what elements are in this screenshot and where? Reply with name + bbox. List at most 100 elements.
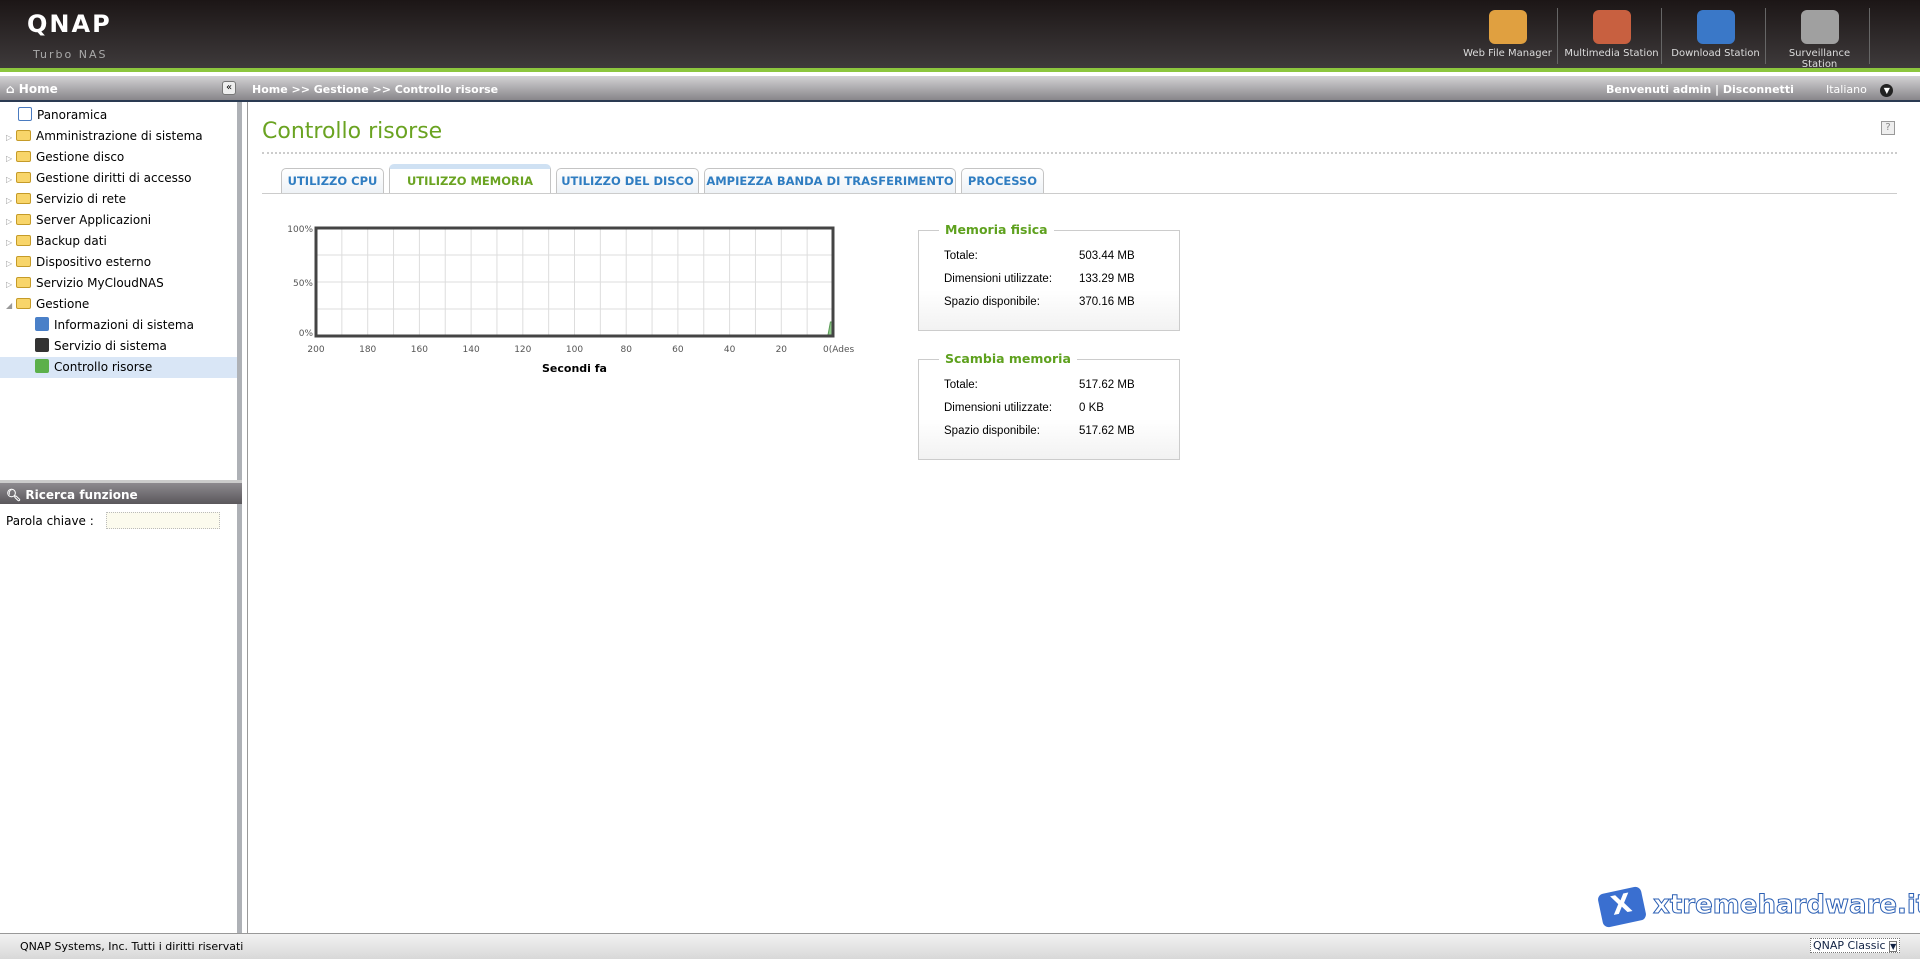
stat-row: Totale: 503.44 MB <box>944 250 1135 262</box>
folder-icon <box>16 172 31 183</box>
collapsed-arrow-icon[interactable]: ▷ <box>6 238 13 247</box>
folder-icon <box>16 214 31 225</box>
swap-memory-panel: Scambia memoria Totale: 517.62 MB Dimension… <box>918 351 1180 460</box>
sidebar-item-backup-dati[interactable]: ▷ Backup dati <box>6 231 238 252</box>
folder-icon <box>16 130 31 141</box>
media-clapper-icon <box>1592 10 1631 44</box>
x-axis-label: Secondi fa <box>542 362 607 375</box>
collapsed-arrow-icon[interactable]: ▷ <box>6 259 13 268</box>
x-tick-label: 200 <box>307 345 324 355</box>
title-divider <box>262 152 1897 154</box>
tab-utilizzo-memoria[interactable]: UTILIZZO MEMORIA <box>389 164 551 193</box>
logout-link[interactable]: Disconnetti <box>1722 83 1794 96</box>
subheader-bar: ⌂ Home « Home >> Gestione >> Controllo r… <box>0 76 1920 102</box>
collapsed-arrow-icon[interactable]: ▷ <box>6 196 13 205</box>
app-download-station[interactable]: Download Station <box>1666 8 1766 64</box>
stat-value: 517.62 MB <box>1079 425 1135 437</box>
y-tick-label: 50% <box>293 279 313 289</box>
x-tick-label: 20 <box>776 345 788 355</box>
stat-label: Dimensioni utilizzate: <box>944 402 1053 414</box>
folder-icon <box>16 277 31 288</box>
help-icon[interactable]: ? <box>1881 121 1895 135</box>
x-tick-label: 40 <box>724 345 736 355</box>
chevron-down-icon: ▼ <box>1889 941 1898 952</box>
page-title: Controllo risorse <box>262 119 443 144</box>
breadcrumb: Home >> Gestione >> Controllo risorse <box>252 83 499 96</box>
sidebar-item-dispositivo-esterno[interactable]: ▷ Dispositivo esterno <box>6 252 238 273</box>
stat-label: Totale: <box>944 250 978 262</box>
theme-select[interactable]: QNAP Classic ▼ <box>1810 938 1901 953</box>
stat-value: 503.44 MB <box>1079 250 1135 262</box>
folder-icon <box>16 298 31 309</box>
sidebar-item-panoramica[interactable]: Panoramica <box>6 105 238 126</box>
collapsed-arrow-icon[interactable]: ▷ <box>6 133 13 142</box>
tab-divider <box>262 193 1897 194</box>
stat-label: Spazio disponibile: <box>944 296 1040 308</box>
tab-utilizzo-cpu[interactable]: UTILIZZO CPU <box>281 168 384 193</box>
camera-dome-icon <box>1800 10 1839 44</box>
stat-row: Spazio disponibile: 370.16 MB <box>944 296 1135 308</box>
sidebar-item-amministrazione-di-sistema[interactable]: ▷ Amministrazione di sistema <box>6 126 238 147</box>
search-panel-header: 🔍︎ Ricerca funzione <box>0 480 242 504</box>
expanded-arrow-icon[interactable]: ◢ <box>6 301 13 310</box>
folder-magnifier-icon <box>1488 10 1527 44</box>
sidebar-item-server-applicazioni[interactable]: ▷ Server Applicazioni <box>6 210 238 231</box>
app-multimedia-station[interactable]: Multimedia Station <box>1562 8 1662 64</box>
keyword-input[interactable] <box>106 512 220 529</box>
sidebar-item-gestione-disco[interactable]: ▷ Gestione disco <box>6 147 238 168</box>
search-icon: 🔍︎ <box>6 488 26 502</box>
stat-value: 133.29 MB <box>1079 273 1135 285</box>
sidebar-item-controllo-risorse[interactable]: Controllo risorse <box>0 357 237 378</box>
collapsed-arrow-icon[interactable]: ▷ <box>6 280 13 289</box>
folder-icon <box>16 256 31 267</box>
stat-row: Dimensioni utilizzate: 0 KB <box>944 402 1104 414</box>
system-service-icon <box>35 338 49 352</box>
memory-usage-chart: 100% 50% 0% 200 180 160 140 120 100 80 60 40 20 0(Ade… <box>287 225 854 375</box>
stat-row: Spazio disponibile: 517.62 MB <box>944 425 1135 437</box>
stat-row: Dimensioni utilizzate: 133.29 MB <box>944 273 1135 285</box>
top-header: QNAP Turbo NAS Web File Manager Multimedi… <box>0 0 1920 72</box>
chevron-down-icon: ▼ <box>1880 84 1894 97</box>
copyright-text: QNAP Systems, Inc. Tutti i diritti riser… <box>20 940 244 953</box>
stat-label: Spazio disponibile: <box>944 425 1040 437</box>
sidebar-item-servizio-mycloudnas[interactable]: ▷ Servizio MyCloudNAS <box>6 273 238 294</box>
collapsed-arrow-icon[interactable]: ▷ <box>6 175 13 184</box>
sidebar-item-informazioni-di-sistema[interactable]: Informazioni di sistema <box>6 315 238 336</box>
globe-download-icon <box>1696 10 1735 44</box>
sidebar-item-servizio-di-sistema[interactable]: Servizio di sistema <box>6 336 238 357</box>
x-tick-label: 60 <box>672 345 684 355</box>
language-select[interactable]: Italiano ▼ <box>1826 83 1894 97</box>
overview-icon <box>18 107 32 121</box>
folder-icon <box>16 235 31 246</box>
collapsed-arrow-icon[interactable]: ▷ <box>6 154 13 163</box>
tab-utilizzo-del-disco[interactable]: UTILIZZO DEL DISCO <box>556 168 699 193</box>
sidebar-item-servizio-di-rete[interactable]: ▷ Servizio di rete <box>6 189 238 210</box>
x-tick-label: 120 <box>514 345 531 355</box>
sidebar-item-gestione-diritti-di-accesso[interactable]: ▷ Gestione diritti di accesso <box>6 168 238 189</box>
sidebar-home[interactable]: ⌂ Home <box>6 82 58 96</box>
main-panel: Controllo risorse ? UTILIZZO CPU UTILIZZO… <box>247 102 1920 933</box>
keyword-label: Parola chiave : <box>6 514 94 528</box>
y-tick-label: 0% <box>299 329 314 339</box>
x-tick-label: 140 <box>463 345 480 355</box>
y-tick-label: 100% <box>287 225 313 235</box>
x-tick-label: 80 <box>620 345 632 355</box>
resource-monitor-icon <box>35 359 49 373</box>
stat-label: Totale: <box>944 379 978 391</box>
turbo-nas-label: Turbo NAS <box>33 48 108 61</box>
x-tick-label: 180 <box>359 345 376 355</box>
tab-processo[interactable]: PROCESSO <box>961 168 1044 193</box>
collapsed-arrow-icon[interactable]: ▷ <box>6 217 13 226</box>
tab-ampiezza-banda-di-trasferimento[interactable]: AMPIEZZA BANDA DI TRASFERIMENTO <box>704 168 956 193</box>
app-web-file-manager[interactable]: Web File Manager <box>1458 8 1558 64</box>
stat-value: 370.16 MB <box>1079 296 1135 308</box>
app-surveillance-station[interactable]: Surveillance Station <box>1770 8 1870 70</box>
plot-frame <box>314 226 835 338</box>
folder-icon <box>16 151 31 162</box>
collapse-sidebar-button[interactable]: « <box>222 81 236 95</box>
sidebar: Panoramica ▷ Amministrazione di sistema ▷ Ge… <box>0 102 242 933</box>
sidebar-item-gestione[interactable]: ◢ Gestione <box>6 294 238 315</box>
watermark-logo: X xtremehardware.it <box>1596 885 1920 929</box>
panel-title: Memoria fisica <box>939 222 1054 237</box>
physical-memory-panel: Memoria fisica Totale: 503.44 MB Dimensioni… <box>918 222 1180 331</box>
